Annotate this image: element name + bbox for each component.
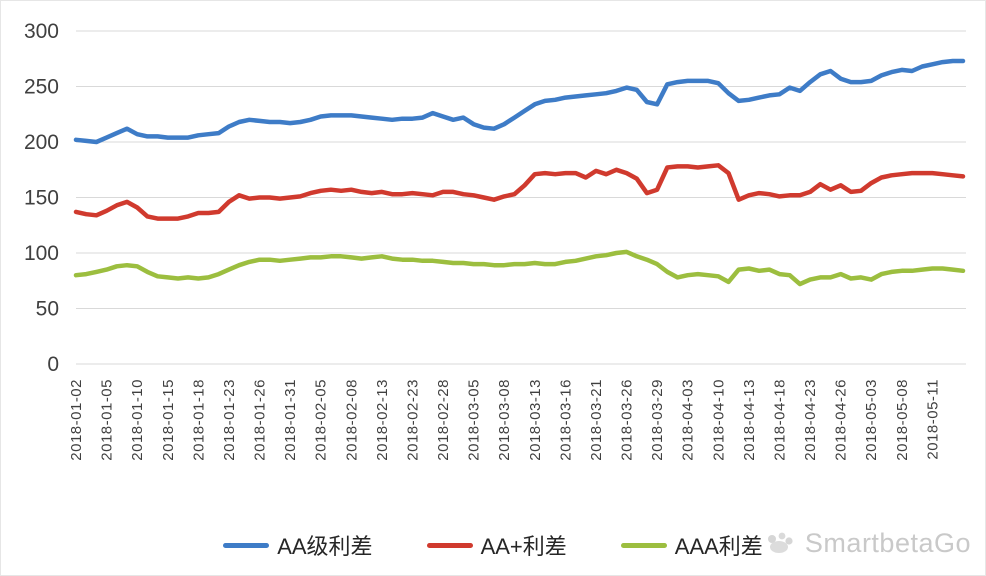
y-tick-label: 0: [47, 353, 59, 376]
x-tick-label: 2018-03-26: [619, 379, 636, 461]
y-tick-label: 150: [24, 187, 59, 210]
x-tick-label: 2018-01-23: [221, 379, 238, 461]
x-tick-label: 2018-02-05: [313, 379, 330, 461]
x-tick-label: 2018-03-16: [557, 379, 574, 461]
x-tick-label: 2018-03-13: [527, 379, 544, 461]
x-tick-label: 2018-01-02: [68, 379, 85, 461]
x-tick-label: 2018-01-15: [160, 379, 177, 461]
x-tick-label: 2018-04-10: [710, 379, 727, 461]
x-tick-label: 2018-03-21: [588, 379, 605, 461]
y-tick-label: 200: [24, 131, 59, 154]
watermark-text: SmartbetaGo: [804, 528, 971, 558]
x-tick-label: 2018-03-08: [496, 379, 513, 461]
aaa-legend-label: AAA利差: [674, 534, 763, 559]
aa-grade-spread-line: [73, 58, 966, 145]
chart-legend: AA级利差 AA+利差 AAA利差: [1, 529, 985, 561]
x-tick-label: 2018-05-11: [924, 379, 941, 460]
legend-item-aa-grade: AA级利差: [223, 529, 373, 561]
aa-plus-line-swatch: [426, 542, 473, 548]
x-tick-label: 2018-02-13: [374, 379, 391, 461]
aa-grade-legend-label: AA级利差: [277, 534, 373, 559]
x-tick-label: 2018-04-13: [741, 379, 758, 461]
aa-plus-spread-line: [73, 163, 966, 221]
x-tick-label: 2018-03-05: [466, 379, 483, 461]
legend-item-aa-plus: AA+利差: [426, 529, 567, 561]
x-tick-label: 2018-01-05: [99, 379, 116, 461]
x-tick-label: 2018-02-23: [404, 379, 421, 461]
x-tick-label: 2018-01-26: [252, 379, 269, 461]
aaa-line-swatch: [620, 542, 667, 548]
y-tick-label: 300: [24, 20, 59, 43]
y-tick-label: 100: [24, 242, 59, 265]
legend-item-aaa: AAA利差: [620, 529, 763, 561]
x-tick-label: 2018-02-28: [435, 379, 452, 461]
x-tick-label: 2018-01-31: [282, 379, 299, 461]
smartbetago-logo-icon: [767, 532, 793, 553]
aa-plus-legend-label: AA+利差: [480, 534, 567, 559]
x-tick-label: 2018-02-08: [343, 379, 360, 461]
y-tick-label: 250: [24, 76, 59, 99]
x-tick-label: 2018-01-10: [129, 379, 146, 461]
x-tick-label: 2018-04-26: [833, 379, 850, 461]
watermark: SmartbetaGo: [763, 528, 971, 559]
x-tick-label: 2018-03-29: [649, 379, 666, 461]
x-tick-label: 2018-05-08: [894, 379, 911, 461]
aaa-spread-line: [73, 249, 966, 287]
x-tick-label: 2018-04-18: [771, 379, 788, 461]
x-tick-label: 2018-05-03: [863, 379, 880, 461]
x-tick-label: 2018-04-23: [802, 379, 819, 461]
y-tick-label: 50: [36, 298, 59, 321]
aa-grade-line-swatch: [223, 542, 270, 548]
chart-canvas: 0 50 100 150 200 250 300 2018-01-02 2018-01-05 20…: [24, 20, 966, 461]
x-tick-label: 2018-04-03: [680, 379, 697, 461]
x-tick-label: 2018-01-18: [190, 379, 207, 461]
